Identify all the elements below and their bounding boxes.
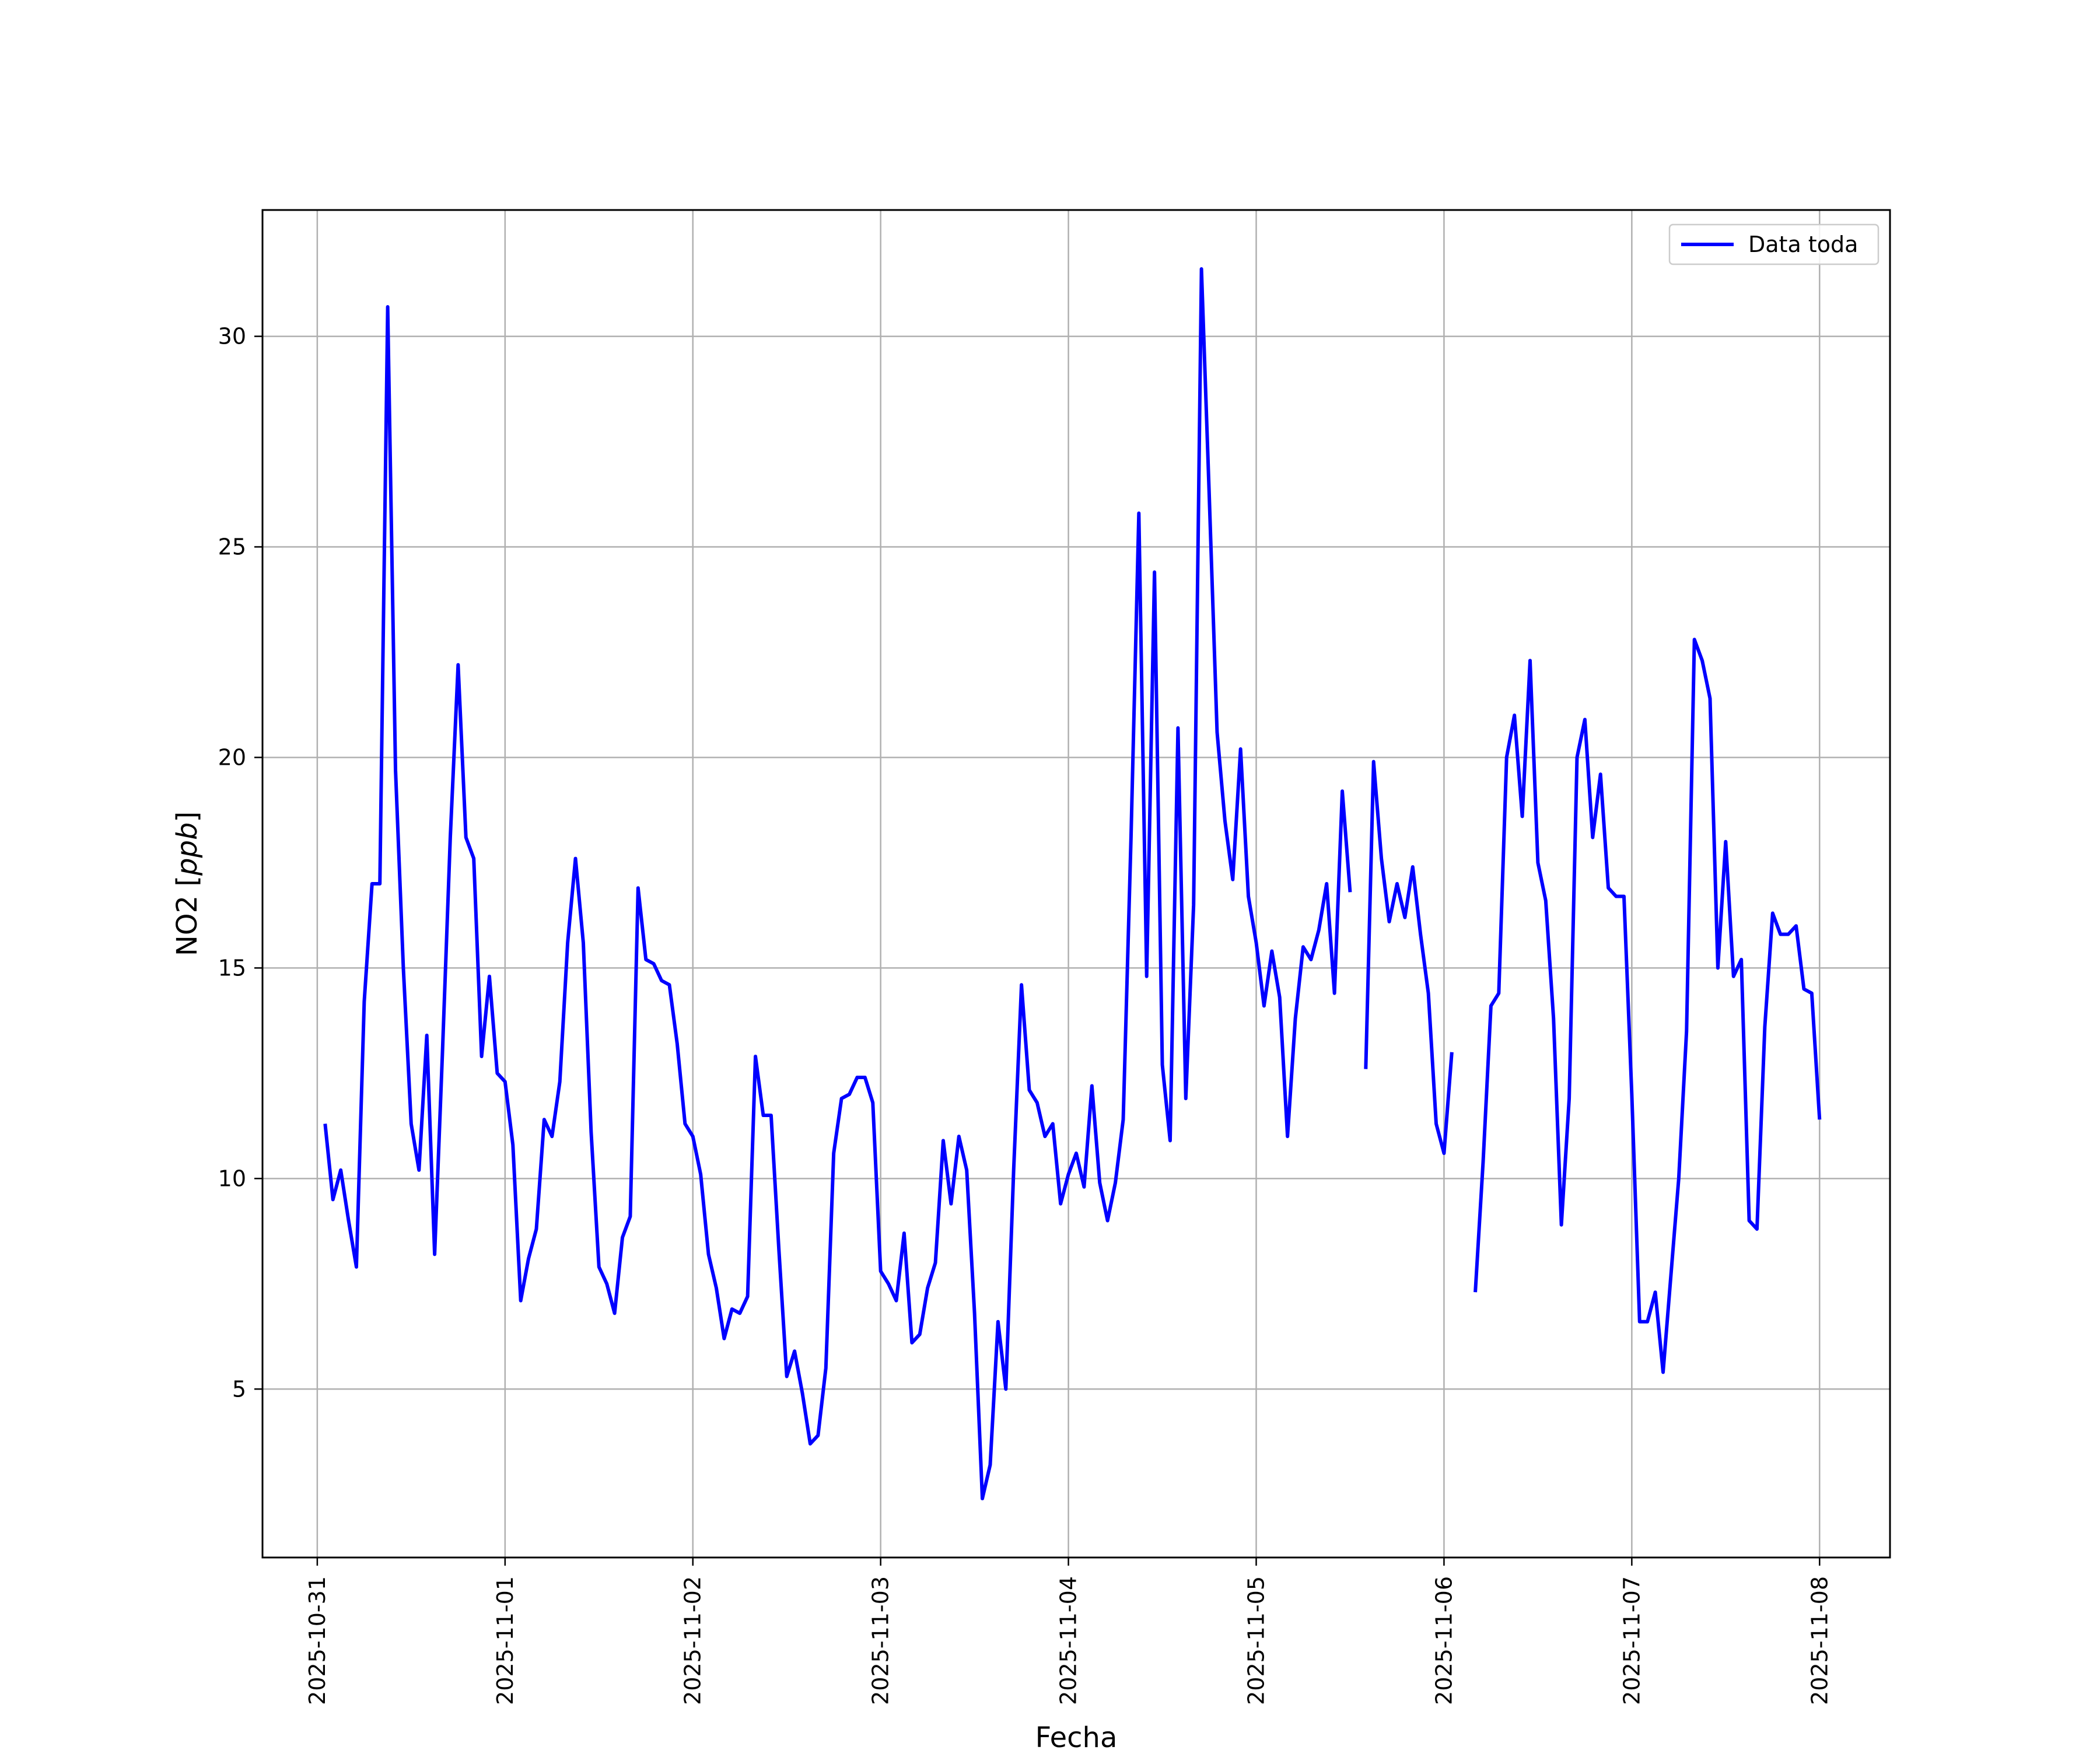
- x-tick-label: 2025-11-04: [1056, 1576, 1082, 1705]
- legend: Data toda: [1668, 223, 1880, 265]
- axis-ticks: 2025-10-31 2025-11-01 2025-11-02 2025-11-03…: [218, 324, 1833, 1705]
- x-tick-label: 2025-11-08: [1807, 1576, 1832, 1705]
- x-tick-label: 2025-11-06: [1431, 1576, 1457, 1705]
- x-tick-label: 2025-11-03: [868, 1576, 894, 1705]
- x-tick-label: 2025-11-05: [1244, 1576, 1269, 1705]
- y-tick-label: 30: [218, 324, 246, 349]
- x-tick-label: 2025-10-31: [304, 1576, 330, 1705]
- series-layer: [323, 267, 1822, 1500]
- x-tick-label: 2025-11-01: [492, 1576, 518, 1705]
- plot-area: [262, 210, 1890, 1558]
- y-axis-label-unit: ppb: [171, 822, 204, 876]
- y-axis-label-close: ]: [171, 811, 204, 822]
- y-axis-label-main: NO2 [: [171, 876, 204, 956]
- series-line-data-toda: [323, 267, 1822, 1500]
- legend-label: Data toda: [1748, 232, 1858, 257]
- y-tick-label: 15: [218, 955, 246, 981]
- y-tick-label: 10: [218, 1166, 246, 1191]
- legend-box: [1668, 223, 1880, 265]
- y-axis-label: NO2 [ppb]: [171, 811, 204, 956]
- x-tick-label: 2025-11-07: [1619, 1576, 1644, 1705]
- y-tick-label: 5: [232, 1376, 246, 1402]
- y-tick-label: 25: [218, 534, 246, 560]
- y-tick-label: 20: [218, 744, 246, 770]
- x-tick-label: 2025-11-02: [680, 1576, 706, 1705]
- x-axis-label: Fecha: [1035, 1721, 1118, 1750]
- grid: [262, 210, 1890, 1558]
- plot-frame: [261, 209, 1891, 1559]
